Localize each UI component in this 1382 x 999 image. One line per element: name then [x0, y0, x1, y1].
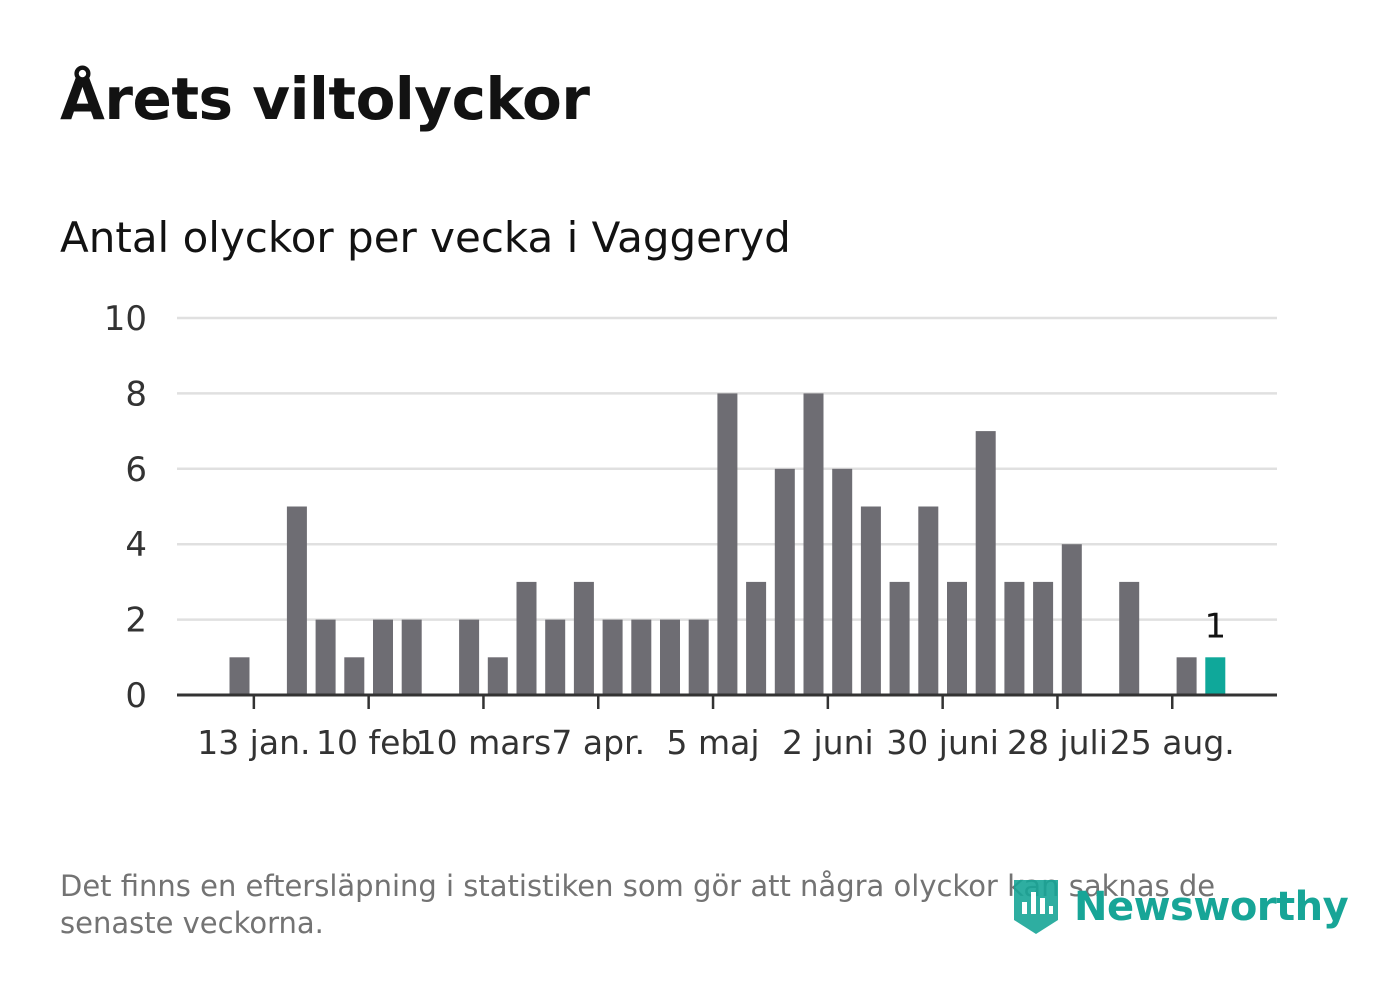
bar — [803, 393, 824, 695]
y-tick-label: 2 — [125, 601, 147, 641]
bar — [1205, 657, 1226, 695]
bar — [1033, 581, 1054, 695]
x-tick-label: 10 mars — [416, 723, 552, 762]
bar — [688, 619, 709, 695]
x-tick-label: 5 maj — [667, 723, 760, 762]
x-tick-label: 30 juni — [886, 723, 999, 762]
y-tick-label: 0 — [125, 676, 147, 716]
data-label: 1 — [1204, 606, 1226, 646]
bar — [545, 619, 566, 695]
bar — [832, 468, 853, 695]
x-tick-label: 10 feb — [316, 723, 421, 762]
bar — [889, 581, 910, 695]
bar — [229, 657, 250, 695]
bar — [401, 619, 422, 695]
bar — [717, 393, 738, 695]
newsworthy-logo[interactable]: Newsworthy — [1010, 876, 1349, 938]
bar — [1061, 544, 1082, 695]
x-tick-label: 25 aug. — [1110, 723, 1235, 762]
y-tick-label: 8 — [125, 374, 147, 414]
bar — [602, 619, 623, 695]
x-tick-label: 7 apr. — [551, 723, 645, 762]
bar — [1119, 581, 1140, 695]
bar — [918, 506, 939, 695]
bar — [344, 657, 365, 695]
bar — [660, 619, 680, 695]
bar — [1176, 657, 1197, 695]
bar — [459, 619, 480, 695]
x-tick-label: 28 juli — [1007, 723, 1108, 762]
bar — [746, 581, 767, 695]
bar — [1004, 581, 1025, 695]
bar — [947, 581, 967, 695]
y-axis-ticks: 0 2 4 6 8 10 — [104, 299, 147, 716]
bar — [516, 581, 537, 695]
bar — [315, 619, 336, 695]
newsworthy-logo-icon — [1014, 880, 1058, 934]
bar — [975, 431, 996, 695]
data-labels: 1 — [1204, 606, 1226, 646]
x-tick-label: 13 jan. — [197, 723, 310, 762]
newsworthy-logo-text: Newsworthy — [1074, 884, 1349, 930]
chart-subtitle: Antal olyckor per vecka i Vaggeryd — [60, 213, 791, 262]
bar — [286, 506, 307, 695]
bar — [774, 468, 795, 695]
chart-title: Årets viltolyckor — [60, 65, 590, 133]
bar — [373, 619, 393, 695]
bar — [573, 581, 594, 695]
bar — [487, 657, 508, 695]
y-tick-label: 4 — [125, 525, 147, 565]
y-tick-label: 6 — [125, 450, 147, 490]
bar — [631, 619, 652, 695]
y-tick-label: 10 — [104, 299, 147, 339]
x-tick-label: 2 juni — [782, 723, 874, 762]
bars — [229, 393, 1226, 695]
bar — [860, 506, 881, 695]
